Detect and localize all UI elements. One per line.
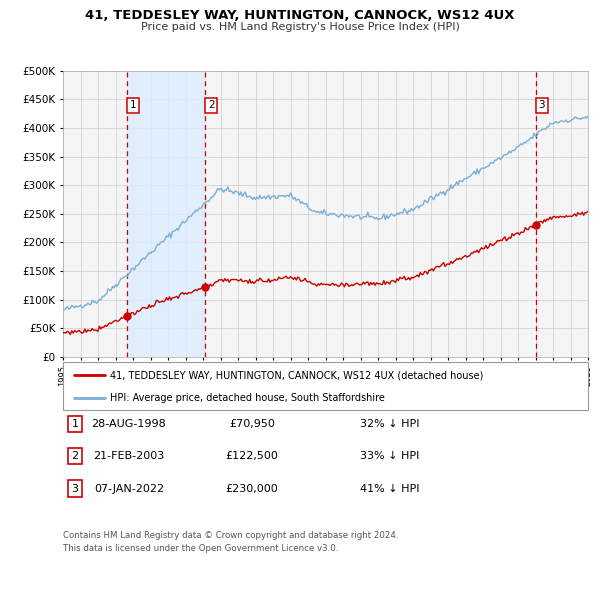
Text: 1: 1	[71, 419, 79, 428]
Text: 33% ↓ HPI: 33% ↓ HPI	[360, 451, 419, 461]
Text: Price paid vs. HM Land Registry's House Price Index (HPI): Price paid vs. HM Land Registry's House …	[140, 22, 460, 32]
Text: 1: 1	[130, 100, 136, 110]
Text: 07-JAN-2022: 07-JAN-2022	[94, 484, 164, 493]
Text: 2: 2	[208, 100, 215, 110]
Text: 41% ↓ HPI: 41% ↓ HPI	[360, 484, 419, 493]
Text: HPI: Average price, detached house, South Staffordshire: HPI: Average price, detached house, Sout…	[110, 393, 385, 403]
Text: 2: 2	[71, 451, 79, 461]
Text: 3: 3	[539, 100, 545, 110]
Text: 21-FEB-2003: 21-FEB-2003	[94, 451, 164, 461]
Text: Contains HM Land Registry data © Crown copyright and database right 2024.: Contains HM Land Registry data © Crown c…	[63, 531, 398, 540]
Text: 41, TEDDESLEY WAY, HUNTINGTON, CANNOCK, WS12 4UX (detached house): 41, TEDDESLEY WAY, HUNTINGTON, CANNOCK, …	[110, 370, 484, 380]
Text: £230,000: £230,000	[226, 484, 278, 493]
Text: £122,500: £122,500	[226, 451, 278, 461]
Text: 3: 3	[71, 484, 79, 493]
Bar	[127, 71, 205, 357]
Text: This data is licensed under the Open Government Licence v3.0.: This data is licensed under the Open Gov…	[63, 545, 338, 553]
Text: 28-AUG-1998: 28-AUG-1998	[92, 419, 166, 428]
Text: 41, TEDDESLEY WAY, HUNTINGTON, CANNOCK, WS12 4UX: 41, TEDDESLEY WAY, HUNTINGTON, CANNOCK, …	[85, 9, 515, 22]
Text: 32% ↓ HPI: 32% ↓ HPI	[360, 419, 419, 428]
Text: £70,950: £70,950	[229, 419, 275, 428]
